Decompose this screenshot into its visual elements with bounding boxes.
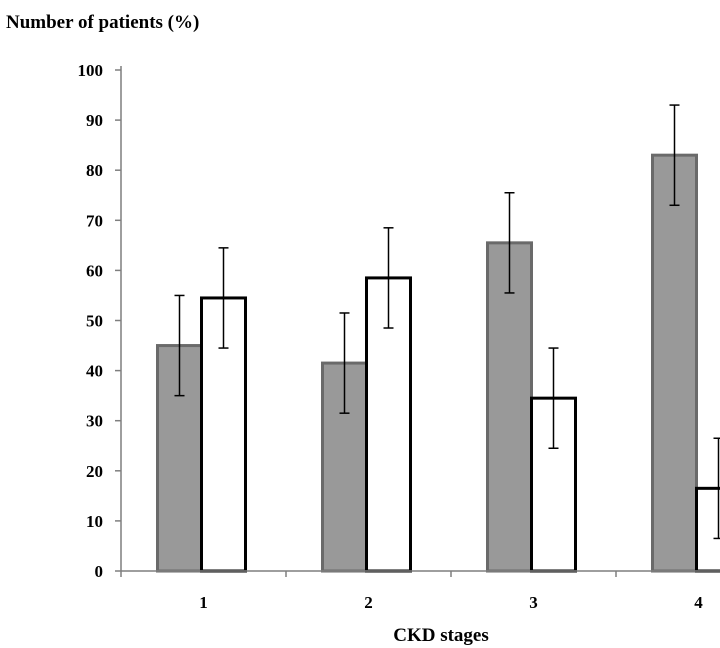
error-bar: [218, 247, 229, 349]
bar-series-2-stage-4: [695, 486, 720, 573]
x-tick-label: 3: [529, 593, 538, 612]
y-tick-label: 40: [86, 362, 103, 381]
y-tick-label: 70: [86, 211, 103, 230]
y-tick-label: 60: [86, 261, 103, 280]
error-bar: [669, 104, 680, 207]
y-tick-label: 90: [86, 111, 103, 130]
y-axis-ticks: 0 10 20 30 40 50 60 70 80 90 100: [78, 61, 121, 581]
y-tick-label: 30: [86, 412, 103, 431]
error-bar: [504, 191, 515, 294]
bar-series-1-stage-4: [651, 153, 698, 573]
error-bar: [548, 347, 559, 450]
chart-title: Number of patients (%): [6, 12, 199, 33]
error-bar: [339, 312, 350, 414]
y-tick-label: 20: [86, 462, 103, 481]
y-tick-label: 100: [78, 61, 104, 80]
y-tick-label: 0: [95, 562, 104, 581]
x-tick-label: 1: [199, 593, 208, 612]
error-bar: [383, 227, 394, 329]
y-tick-label: 50: [86, 312, 103, 331]
x-tick-label: 2: [364, 593, 373, 612]
bars: [156, 153, 720, 573]
error-bar: [713, 437, 720, 540]
x-tick-label: 4: [694, 593, 703, 612]
y-tick-label: 80: [86, 161, 103, 180]
x-axis-label: CKD stages: [393, 625, 489, 646]
x-axis-ticks: 1 2 3 4: [120, 571, 703, 612]
error-bars: [174, 104, 720, 540]
y-tick-label: 10: [86, 512, 103, 531]
error-bar: [174, 294, 185, 397]
